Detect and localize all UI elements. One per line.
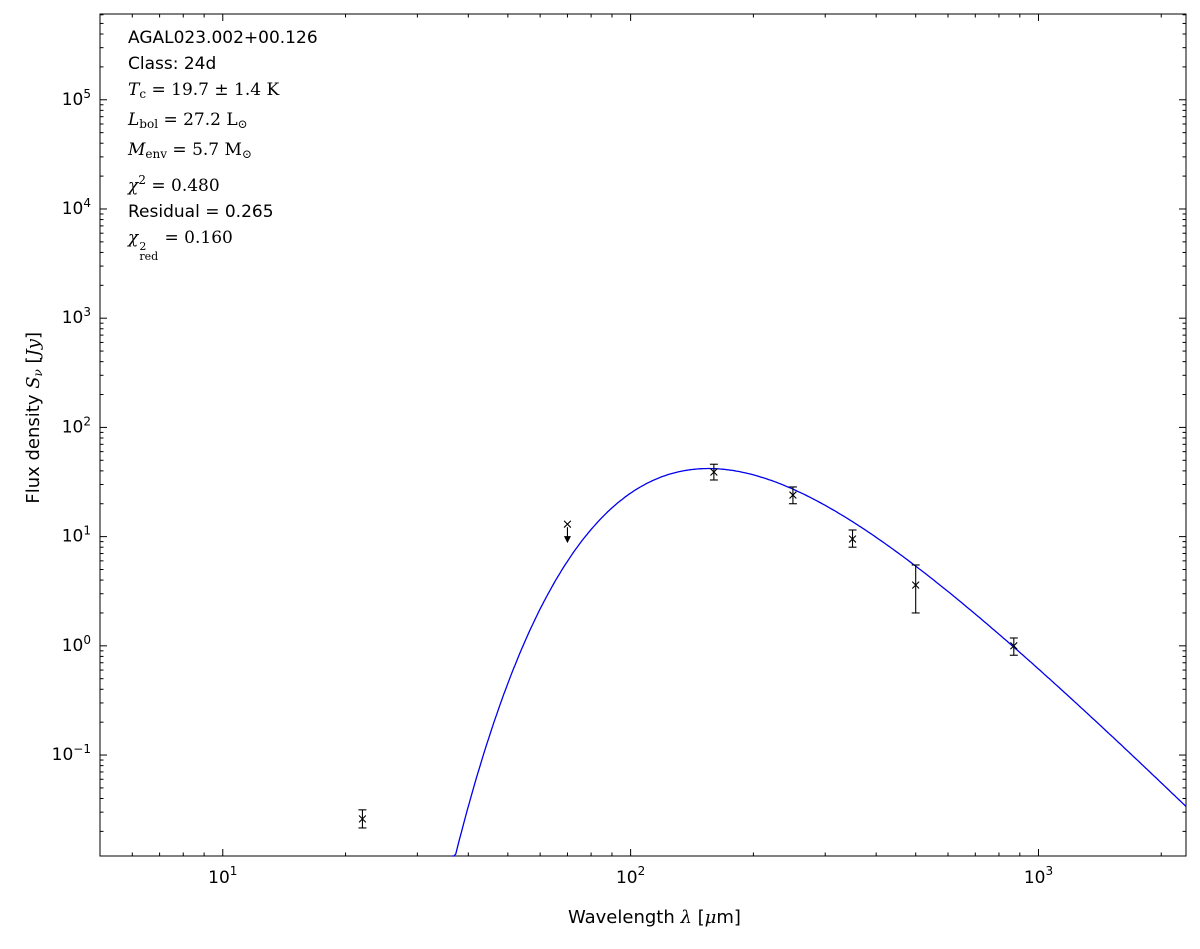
data-point [563, 520, 572, 544]
y-tick-label: 103 [62, 305, 91, 328]
upper-limit-arrow [563, 536, 571, 544]
marker-x [563, 520, 572, 528]
marker-x [911, 581, 920, 589]
marker-x [848, 535, 857, 543]
source-class: Class: 24d [128, 54, 217, 74]
y-axis-label-bracket-close: ] [23, 331, 44, 340]
envelope-mass: Menv = 5.7 M⊙ [128, 140, 252, 161]
chi-squared: χ2 = 0.480 [128, 173, 220, 196]
y-axis-label-unit: Jy [23, 339, 44, 357]
y-axis-label-bracket-open: [ [23, 356, 44, 370]
y-tick-label: 105 [62, 87, 91, 110]
model-curve [452, 467, 1187, 857]
chi-squared-reduced: χ 2 red = 0.160 [128, 228, 233, 263]
x-axis-label-unit: m] [716, 907, 741, 928]
y-tick-label: 101 [62, 524, 91, 547]
axes-frame [99, 13, 1187, 857]
y-axis-label-text: Flux density [23, 388, 44, 504]
dust-temperature: Tc = 19.7 ± 1.4 K [128, 80, 280, 101]
fit-parameters-annotation: AGAL023.002+00.126 Class: 24d Tc = 19.7 ± … [128, 25, 318, 262]
data-point [848, 529, 857, 548]
y-tick-label: 104 [62, 196, 91, 219]
x-tick-label: 101 [208, 864, 237, 888]
x-axis-ticks: 101 102 103 [131, 14, 1162, 888]
source-name: AGAL023.002+00.126 [128, 28, 318, 48]
y-axis-label-nu: ν [31, 369, 45, 377]
y-tick-label: 100 [62, 633, 91, 656]
bolometric-luminosity: Lbol = 27.2 L⊙ [128, 110, 248, 131]
x-axis-label-mu: μ [704, 907, 717, 928]
x-axis-label-text: Wavelength [567, 907, 681, 928]
sup-sub-stack: 2 red [139, 240, 159, 263]
y-tick-label: 10−1 [52, 742, 91, 765]
data-points [358, 463, 1018, 829]
data-point [709, 463, 718, 481]
x-tick-label: 102 [616, 864, 645, 888]
x-axis-label-lambda: λ [680, 907, 692, 928]
marker-x [789, 491, 797, 499]
marker-x [710, 468, 718, 476]
y-tick-label: 102 [62, 414, 91, 437]
y-axis-label: Flux density Sν [Jy] [2, 332, 66, 538]
x-axis-label: Wavelength λ [μm] [100, 886, 1186, 949]
x-axis-label-bracket-open: [ [691, 907, 705, 928]
data-point [358, 809, 367, 829]
marker-x [358, 815, 367, 823]
residual: Residual = 0.265 [128, 202, 274, 222]
data-point [788, 486, 797, 505]
data-point [1009, 637, 1018, 656]
x-tick-label: 103 [1024, 864, 1053, 888]
data-point [911, 564, 920, 614]
marker-x [1010, 642, 1018, 650]
y-axis-label-s: S [23, 376, 44, 389]
